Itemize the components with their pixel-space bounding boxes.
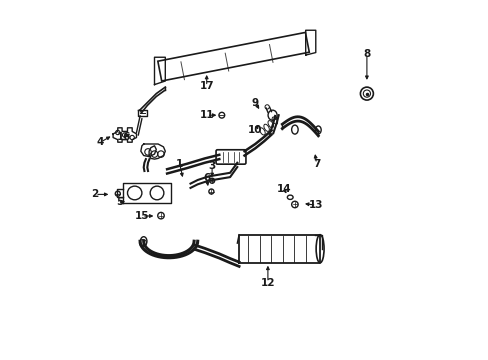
Text: 17: 17 (199, 81, 214, 91)
Text: 5: 5 (117, 197, 123, 207)
Text: 1: 1 (176, 159, 183, 169)
Text: 13: 13 (308, 200, 323, 210)
Text: 2: 2 (91, 189, 99, 199)
Text: 11: 11 (199, 110, 214, 120)
Text: 9: 9 (251, 98, 258, 108)
Text: 4: 4 (97, 137, 104, 147)
Text: 14: 14 (276, 184, 291, 194)
Text: 6: 6 (203, 173, 210, 183)
Text: 7: 7 (312, 159, 320, 169)
Text: 12: 12 (260, 278, 275, 288)
Text: 15: 15 (134, 211, 149, 221)
Text: 10: 10 (247, 125, 262, 135)
Text: 8: 8 (363, 49, 370, 59)
Text: 3: 3 (208, 161, 215, 171)
Text: 16: 16 (117, 132, 131, 142)
